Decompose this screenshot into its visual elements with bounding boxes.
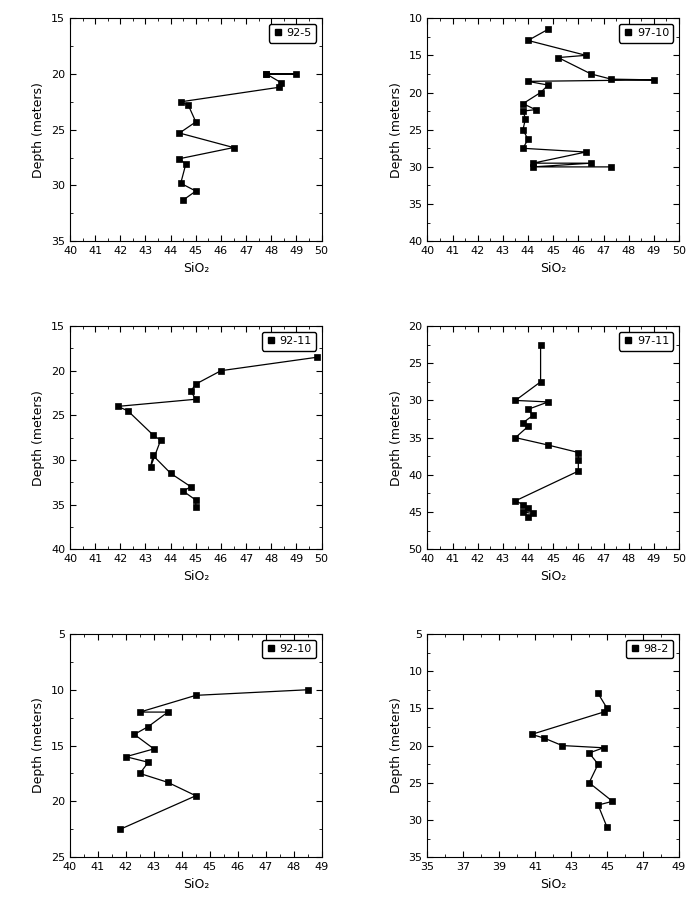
X-axis label: SiO₂: SiO₂	[183, 878, 209, 891]
Legend: 92-11: 92-11	[262, 332, 316, 350]
Y-axis label: Depth (meters): Depth (meters)	[32, 82, 46, 178]
Y-axis label: Depth (meters): Depth (meters)	[390, 390, 402, 485]
Y-axis label: Depth (meters): Depth (meters)	[390, 82, 402, 178]
Legend: 92-5: 92-5	[269, 24, 316, 43]
Legend: 92-10: 92-10	[262, 639, 316, 658]
Legend: 98-2: 98-2	[626, 639, 673, 658]
X-axis label: SiO₂: SiO₂	[183, 262, 209, 275]
Y-axis label: Depth (meters): Depth (meters)	[32, 390, 46, 485]
X-axis label: SiO₂: SiO₂	[540, 878, 566, 891]
Legend: 97-11: 97-11	[619, 332, 673, 350]
Y-axis label: Depth (meters): Depth (meters)	[390, 697, 402, 794]
X-axis label: SiO₂: SiO₂	[183, 570, 209, 582]
Legend: 97-10: 97-10	[619, 24, 673, 43]
X-axis label: SiO₂: SiO₂	[540, 570, 566, 582]
X-axis label: SiO₂: SiO₂	[540, 262, 566, 275]
Y-axis label: Depth (meters): Depth (meters)	[32, 697, 46, 794]
